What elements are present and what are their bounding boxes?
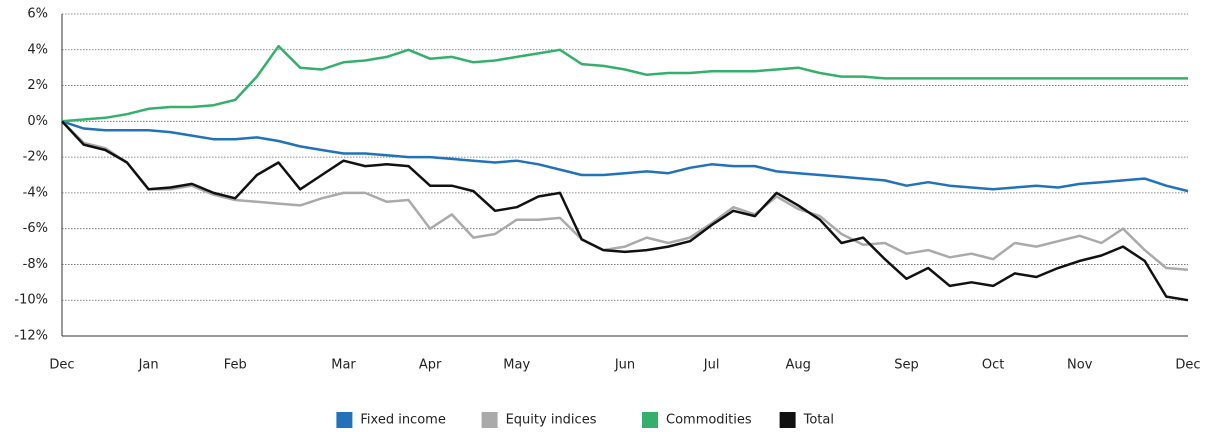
legend-label: Fixed income [360,413,445,428]
x-tick-label: Apr [419,358,442,373]
x-tick-label: Feb [224,358,247,373]
x-tick-label: Mar [331,358,356,373]
y-tick-label: 0% [27,114,48,129]
series-line [61,120,1189,302]
legend-swatch [642,412,658,428]
y-tick-label: -12% [14,329,48,344]
legend-label: Commodities [666,413,752,428]
x-tick-label: Jun [614,358,635,373]
series-line [61,120,1189,272]
legend-swatch [336,412,353,428]
legend-label: Equity indices [506,413,597,428]
y-tick-label: -6% [23,221,48,236]
x-tick-label: Sep [894,358,919,373]
x-tick-label: Oct [982,358,1004,373]
x-tick-label: May [503,358,530,373]
y-tick-label: 2% [27,78,48,93]
legend-swatch [779,412,796,428]
y-tick-label: 6% [27,7,48,22]
y-tick-label: 4% [27,42,48,57]
y-tick-label: -4% [23,185,48,200]
x-tick-label: Nov [1067,358,1093,373]
series-line [61,44,1188,123]
legend-swatch [481,412,498,428]
x-tick-label: Dec [49,358,74,373]
x-tick-label: Dec [1175,358,1200,373]
y-tick-label: -2% [23,150,48,165]
series-line [61,120,1189,193]
x-tick-label: Jan [138,358,159,373]
legend-label: Total [803,413,834,428]
y-tick-label: -8% [23,257,48,272]
x-tick-label: Aug [786,358,811,373]
y-tick-label: -10% [14,293,48,308]
x-tick-label: Jul [703,358,720,373]
